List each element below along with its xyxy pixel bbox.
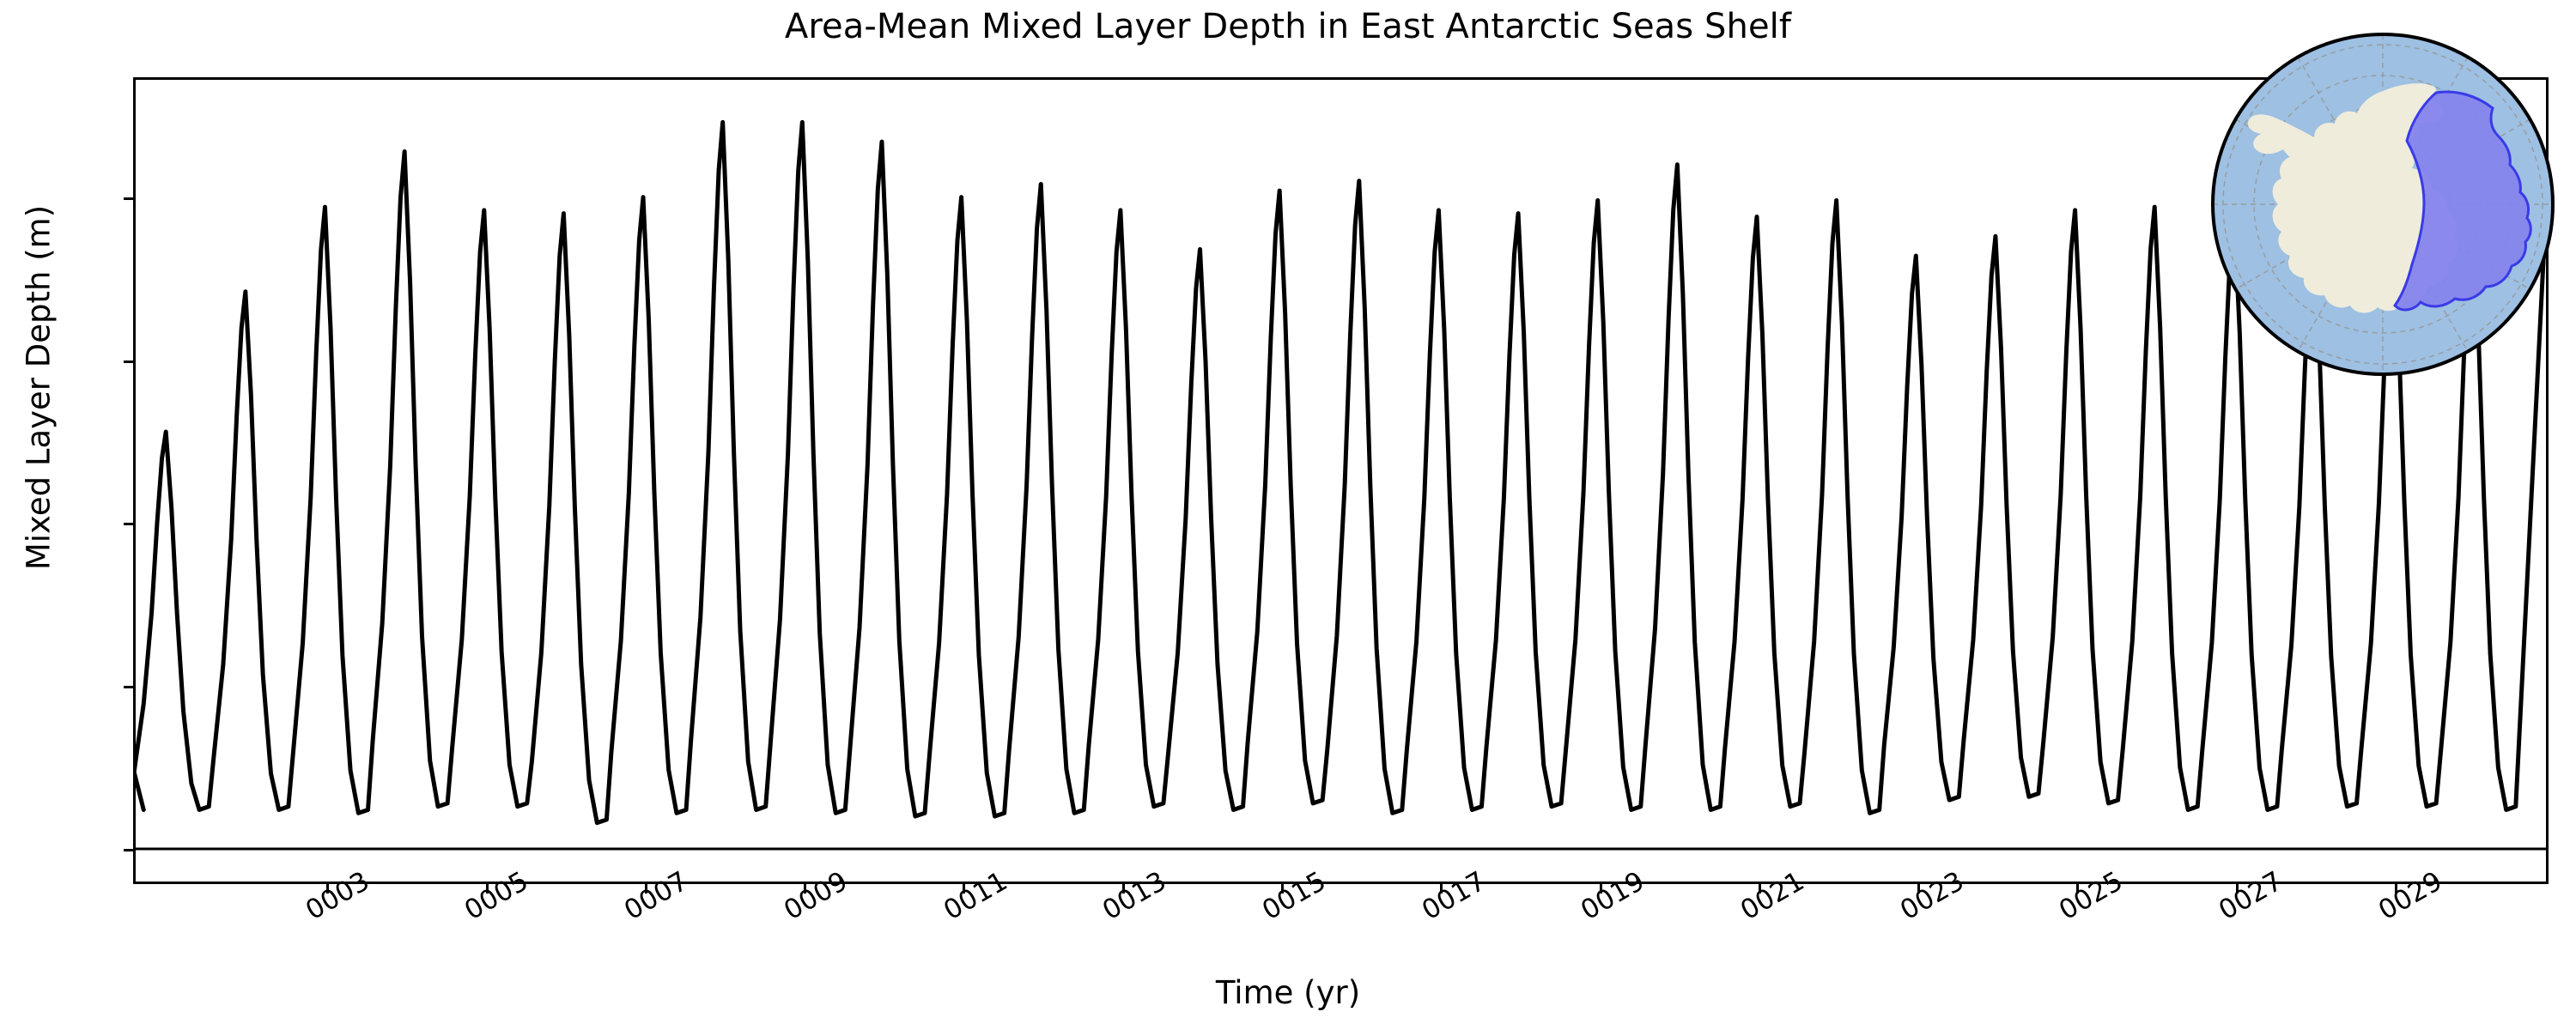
map-border-circle — [2211, 33, 2555, 376]
antarctica-landmass — [2272, 83, 2458, 313]
x-tick-mark — [485, 882, 489, 894]
x-tick-mark — [1440, 882, 1443, 894]
x-tick-mark — [644, 882, 647, 894]
timeseries-plot — [136, 80, 2546, 882]
x-tick-mark — [2235, 882, 2239, 894]
y-tick-mark — [124, 686, 136, 689]
y-tick-mark — [124, 197, 136, 200]
x-tick-mark — [1599, 882, 1602, 894]
antarctic-peninsula — [2247, 114, 2315, 162]
timeseries-line — [136, 122, 2546, 822]
x-axis-label: Time (yr) — [1215, 974, 1361, 1011]
y-tick-mark — [124, 360, 136, 363]
y-axis-label: Mixed Layer Depth (m) — [20, 204, 58, 571]
y-tick-mark — [124, 523, 136, 526]
plot-area — [124, 77, 2549, 894]
antarctica-locator-map — [2202, 24, 2563, 385]
x-tick-mark — [2394, 882, 2397, 894]
x-tick-mark — [1281, 882, 1285, 894]
y-tick-mark — [124, 849, 136, 852]
antarctica-map-svg — [2211, 33, 2555, 376]
x-tick-mark — [1121, 882, 1125, 894]
x-tick-mark — [963, 882, 966, 894]
east-antarctic-seas-shelf-highlight — [2393, 90, 2532, 312]
x-tick-mark — [804, 882, 807, 894]
x-tick-mark — [2076, 882, 2080, 894]
x-tick-mark — [1917, 882, 1921, 894]
x-tick-mark — [326, 882, 330, 894]
chart-title: Area-Mean Mixed Layer Depth in East Anta… — [784, 7, 1792, 46]
x-tick-mark — [1758, 882, 1761, 894]
